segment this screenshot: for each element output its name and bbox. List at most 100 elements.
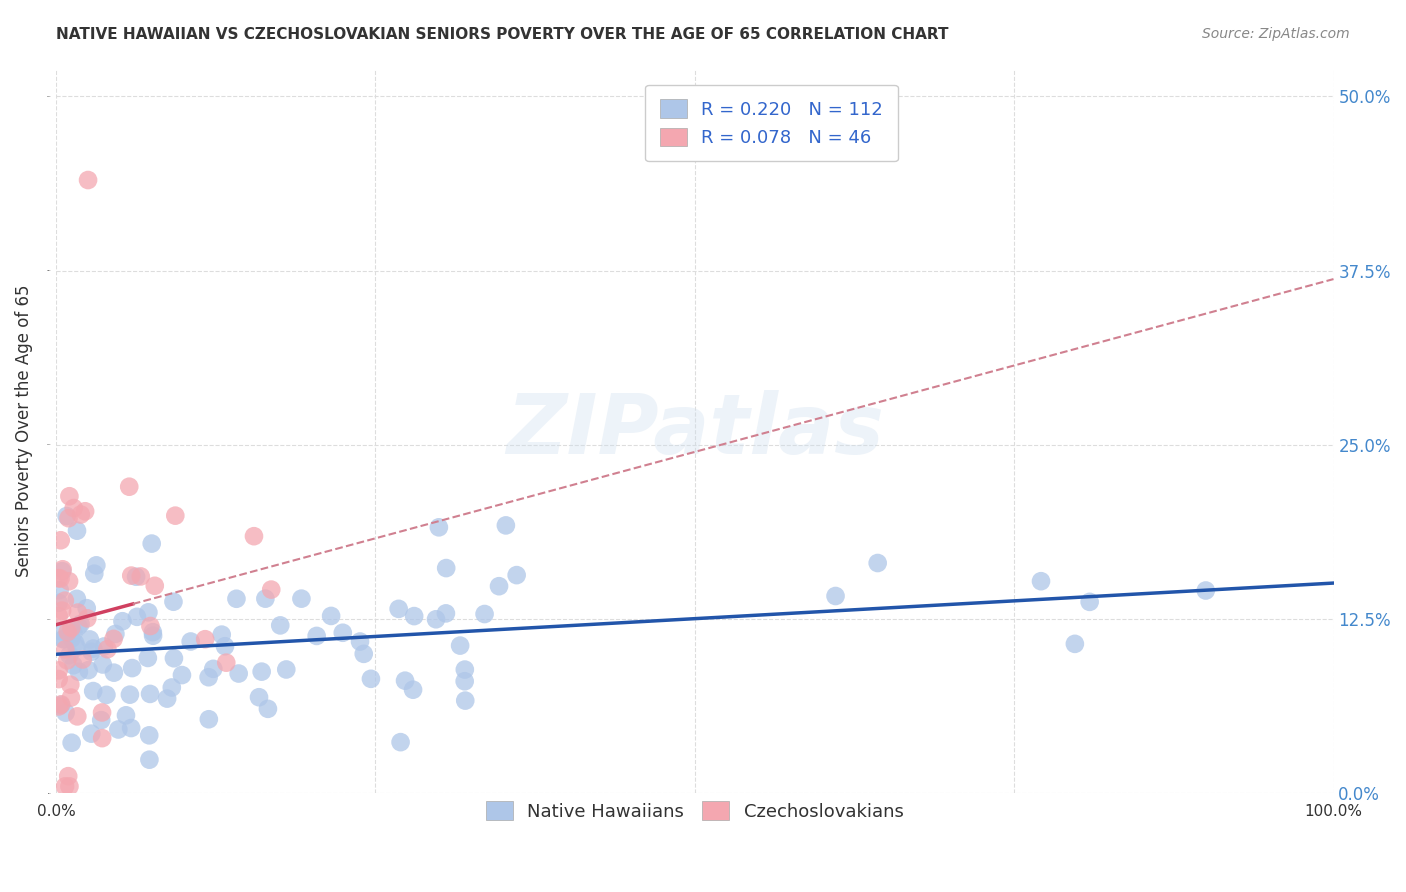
Native Hawaiians xyxy=(156,691,179,706)
Native Hawaiians xyxy=(62,658,84,673)
Native Hawaiians xyxy=(454,663,477,677)
Czechoslovakians xyxy=(69,508,91,522)
Native Hawaiians xyxy=(107,723,129,737)
Czechoslovakians xyxy=(77,173,100,187)
Native Hawaiians xyxy=(53,632,76,646)
Native Hawaiians xyxy=(202,662,225,676)
Native Hawaiians xyxy=(488,579,510,593)
Native Hawaiians xyxy=(93,640,115,654)
Native Hawaiians xyxy=(139,687,162,701)
Native Hawaiians xyxy=(211,627,233,641)
Czechoslovakians xyxy=(66,709,89,723)
Native Hawaiians xyxy=(83,566,105,581)
Native Hawaiians xyxy=(138,728,160,742)
Czechoslovakians xyxy=(48,609,70,624)
Czechoslovakians xyxy=(59,678,82,692)
Native Hawaiians xyxy=(257,702,280,716)
Native Hawaiians xyxy=(82,684,104,698)
Czechoslovakians xyxy=(129,569,152,583)
Czechoslovakians xyxy=(56,625,79,640)
Native Hawaiians xyxy=(321,609,343,624)
Czechoslovakians xyxy=(49,698,72,712)
Native Hawaiians xyxy=(121,661,143,675)
Native Hawaiians xyxy=(389,735,412,749)
Native Hawaiians xyxy=(103,665,125,680)
Native Hawaiians xyxy=(67,665,90,679)
Native Hawaiians xyxy=(214,639,236,653)
Czechoslovakians xyxy=(165,508,187,523)
Czechoslovakians xyxy=(62,501,84,516)
Native Hawaiians xyxy=(505,568,527,582)
Native Hawaiians xyxy=(66,524,89,538)
Native Hawaiians xyxy=(58,648,80,662)
Native Hawaiians xyxy=(77,663,100,677)
Native Hawaiians xyxy=(115,708,138,723)
Native Hawaiians xyxy=(269,618,291,632)
Native Hawaiians xyxy=(125,610,148,624)
Native Hawaiians xyxy=(118,688,141,702)
Czechoslovakians xyxy=(96,642,118,657)
Native Hawaiians xyxy=(48,596,70,610)
Czechoslovakians xyxy=(52,562,75,576)
Native Hawaiians xyxy=(276,663,298,677)
Native Hawaiians xyxy=(180,634,202,648)
Native Hawaiians xyxy=(427,520,450,534)
Native Hawaiians xyxy=(125,570,148,584)
Czechoslovakians xyxy=(75,504,97,518)
Czechoslovakians xyxy=(48,672,70,686)
Native Hawaiians xyxy=(141,536,163,550)
Native Hawaiians xyxy=(86,558,108,573)
Czechoslovakians xyxy=(58,780,80,794)
Czechoslovakians xyxy=(120,568,142,582)
Native Hawaiians xyxy=(49,624,72,639)
Native Hawaiians xyxy=(136,651,159,665)
Native Hawaiians xyxy=(80,645,103,659)
Czechoslovakians xyxy=(60,621,83,635)
Czechoslovakians xyxy=(139,619,162,633)
Native Hawaiians xyxy=(332,625,354,640)
Native Hawaiians xyxy=(62,626,84,640)
Native Hawaiians xyxy=(250,665,273,679)
Czechoslovakians xyxy=(58,574,80,589)
Legend: Native Hawaiians, Czechoslovakians: Native Hawaiians, Czechoslovakians xyxy=(471,787,918,835)
Native Hawaiians xyxy=(454,693,477,707)
Native Hawaiians xyxy=(111,614,134,628)
Native Hawaiians xyxy=(60,736,83,750)
Czechoslovakians xyxy=(143,579,166,593)
Native Hawaiians xyxy=(305,629,328,643)
Native Hawaiians xyxy=(495,518,517,533)
Czechoslovakians xyxy=(66,606,89,620)
Native Hawaiians xyxy=(454,674,477,689)
Native Hawaiians xyxy=(48,582,70,597)
Czechoslovakians xyxy=(48,699,70,714)
Native Hawaiians xyxy=(1195,583,1218,598)
Native Hawaiians xyxy=(82,641,104,656)
Native Hawaiians xyxy=(96,688,118,702)
Native Hawaiians xyxy=(138,605,160,619)
Native Hawaiians xyxy=(824,589,846,603)
Native Hawaiians xyxy=(163,651,186,665)
Native Hawaiians xyxy=(394,673,416,688)
Native Hawaiians xyxy=(76,601,98,615)
Native Hawaiians xyxy=(225,591,247,606)
Czechoslovakians xyxy=(58,769,80,783)
Native Hawaiians xyxy=(360,672,382,686)
Native Hawaiians xyxy=(79,632,101,647)
Native Hawaiians xyxy=(197,670,219,684)
Native Hawaiians xyxy=(434,561,457,575)
Czechoslovakians xyxy=(91,731,114,746)
Native Hawaiians xyxy=(353,647,375,661)
Native Hawaiians xyxy=(425,612,447,626)
Native Hawaiians xyxy=(66,640,89,655)
Native Hawaiians xyxy=(80,726,103,740)
Native Hawaiians xyxy=(254,591,277,606)
Text: NATIVE HAWAIIAN VS CZECHOSLOVAKIAN SENIORS POVERTY OVER THE AGE OF 65 CORRELATIO: NATIVE HAWAIIAN VS CZECHOSLOVAKIAN SENIO… xyxy=(56,27,949,42)
Native Hawaiians xyxy=(349,634,371,648)
Text: Source: ZipAtlas.com: Source: ZipAtlas.com xyxy=(1202,27,1350,41)
Czechoslovakians xyxy=(243,529,266,543)
Czechoslovakians xyxy=(48,664,70,678)
Native Hawaiians xyxy=(142,629,165,643)
Native Hawaiians xyxy=(402,682,425,697)
Czechoslovakians xyxy=(58,489,80,503)
Native Hawaiians xyxy=(67,619,90,633)
